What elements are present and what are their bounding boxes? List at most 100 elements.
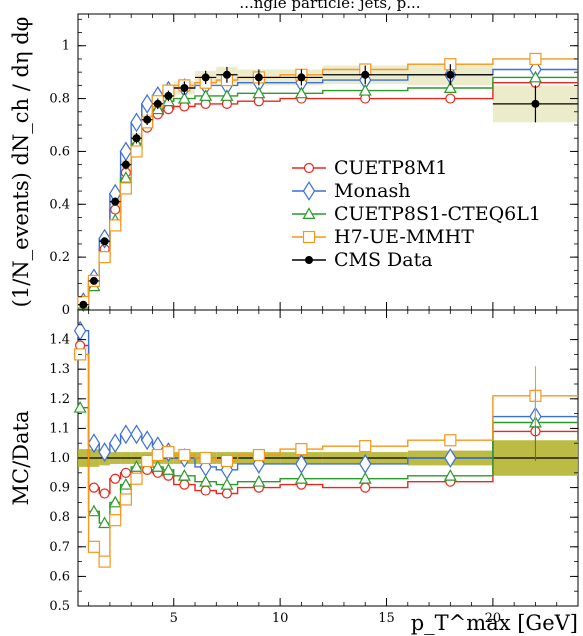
ratio-point-1 [130,424,143,445]
data-point [132,134,141,143]
main-y-tick-label: 1 [62,39,70,54]
series-point-2 [252,86,266,99]
ratio-y-ticks: 0.5 0.6 0.7 0.8 0.9 1.0 1.1 1.2 1.3 1.4 [49,324,578,614]
ratio-point-3 [151,448,164,462]
legend-label: CUETP8S1-CTEQ6L1 [334,203,541,225]
legend-label: H7-UE-MMHT [334,226,474,248]
ratio-y-tick-label: 0.9 [49,481,70,496]
data-point [222,70,231,79]
series-point-2 [119,171,133,183]
x-axis-title: p_T^max [GeV] [411,611,578,635]
ratio-point-3 [199,451,212,465]
ratio-point-3 [444,434,457,447]
data-point [153,99,162,108]
ratio-point-0 [221,488,233,499]
ratio-point-2 [358,471,372,484]
ratio-point-3 [178,448,191,462]
chart-title: ...ngle particle: jets, p... [239,0,420,12]
ratio-point-3 [130,472,143,485]
legend-marker [302,230,316,244]
legend-marker [302,207,316,219]
main-series-group [76,52,578,313]
ratio-point-1 [140,430,154,451]
series-point-2 [177,91,191,104]
main-y-tick-label: 0.8 [49,92,70,107]
data-point [121,160,130,169]
ratio-point-0 [99,488,110,499]
ratio-point-3 [359,440,372,453]
ratio-y-tick-label: 1.2 [49,392,70,407]
ratio-point-2 [177,469,191,481]
ratio-y-axis-title: MC/Data [9,411,33,506]
ratio-point-2 [119,477,133,490]
ratio-point-3 [141,454,154,468]
data-point [201,73,210,82]
ratio-y-tick-label: 0.6 [49,569,70,584]
ratio-y-tick-label: 1.3 [49,362,70,377]
legend-marker [305,256,313,264]
ratio-point-3 [220,454,234,468]
ratio-point-0 [88,482,100,493]
ratio-y-tick-label: 0.5 [49,599,70,614]
ratio-point-1 [87,433,101,454]
series-point-1 [130,112,143,133]
ratio-point-0 [110,473,121,484]
ratio-point-2 [294,471,308,484]
legend-label: Monash [334,180,410,202]
legend-marker [302,181,316,201]
ratio-point-0 [360,482,371,493]
data-point [297,73,306,82]
series-point-1 [140,93,154,114]
x-axis-ticks: 5 10 15 20 [88,14,579,626]
series-point-3 [98,251,111,264]
main-panel: 0 0.2 0.4 0.6 0.8 1 (1/N_events) dN_ch / dη d… [9,13,579,318]
ratio-y-tick-label: 1.1 [49,421,70,436]
series-point-3 [119,182,132,195]
ratio-point-3 [119,493,132,506]
series-point-3 [109,219,122,232]
ratio-point-1 [109,433,122,454]
ratio-series-group [73,320,578,568]
series-point-2 [294,86,308,99]
main-y-ticks: 0 0.2 0.4 0.6 0.8 1 [49,18,578,318]
ratio-y-tick-label: 0.8 [49,510,70,525]
legend: CUETP8M1MonashCUETP8S1-CTEQ6L1H7-UE-MMHT… [292,157,541,271]
main-y-tick-label: 0.6 [49,144,70,159]
main-y-tick-label: 0.2 [49,250,70,265]
ratio-point-3 [295,443,308,456]
ratio-point-2 [220,477,234,490]
series-point-2 [528,70,542,83]
legend-label: CMS Data [334,249,433,271]
x-tick-label: 10 [272,611,289,626]
ratio-y-tick-label: 1.4 [49,333,70,348]
ratio-point-2 [252,474,266,487]
ratio-panel: 0.5 0.6 0.7 0.8 0.9 1.0 1.1 1.2 1.3 1.4 MC/Data 5… [9,14,579,635]
data-point [111,197,120,206]
data-point [446,70,455,79]
ratio-point-2 [129,460,144,472]
series-point-0 [445,93,456,104]
ratio-point-0 [179,479,190,490]
series-point-3 [529,52,542,66]
ratio-point-3 [109,514,122,527]
ratio-point-2 [108,495,122,508]
ratio-point-2 [199,474,213,487]
ratio-point-2 [98,516,112,529]
series-point-0 [110,204,121,215]
ratio-point-3 [87,540,101,553]
x-tick-label: 5 [170,611,178,626]
data-point [531,99,540,108]
series-point-2 [358,83,372,96]
series-point-2 [220,89,234,101]
data-point [143,115,152,124]
data-point [164,91,173,100]
legend-label: CUETP8M1 [334,157,448,179]
series-point-2 [199,89,213,101]
data-point [79,300,88,309]
data-point [89,276,98,285]
ratio-point-2 [443,469,457,481]
ratio-y-tick-label: 1.0 [49,451,70,466]
main-y-tick-label: 0.4 [49,197,70,212]
data-point [254,73,263,82]
